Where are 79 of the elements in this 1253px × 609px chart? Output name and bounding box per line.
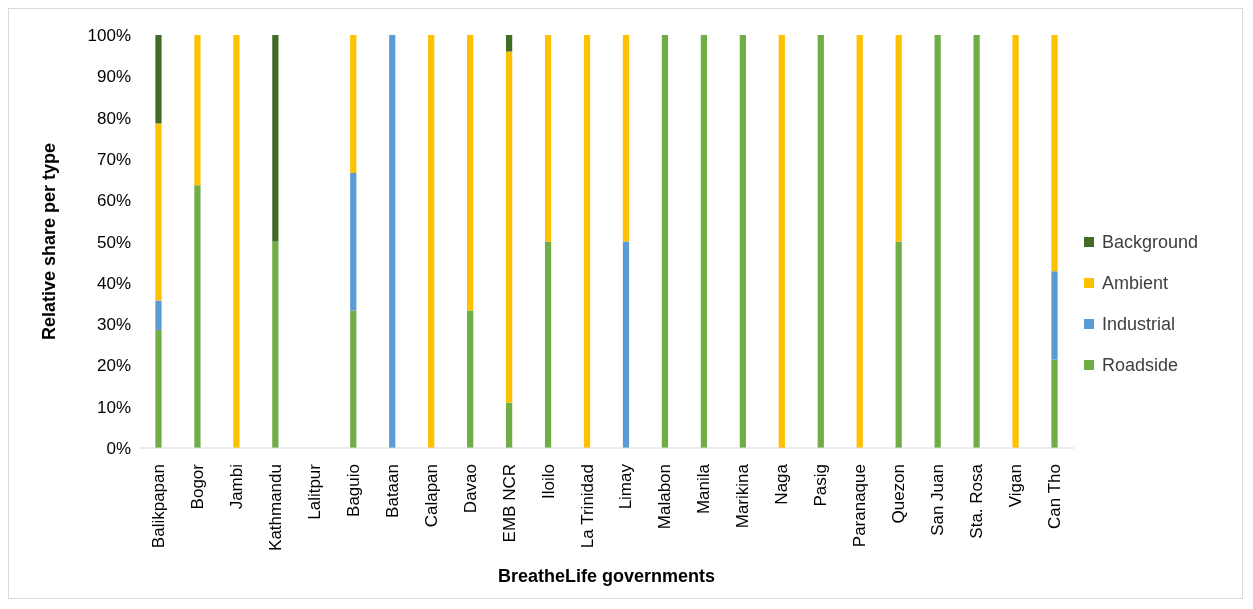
- x-tick-label: Marikina: [733, 463, 753, 529]
- bar: [1012, 35, 1019, 448]
- x-tick-label: Bataan: [382, 464, 402, 518]
- y-axis-title: Relative share per type: [39, 142, 60, 341]
- bar: [505, 35, 513, 52]
- bar: [544, 241, 552, 448]
- y-tick-label: 40%: [96, 273, 131, 293]
- bar: [467, 35, 474, 311]
- x-tick-label: Balikpapan: [148, 464, 168, 549]
- x-tick-label: Lalitpur: [304, 463, 324, 520]
- y-tick-label: 80%: [96, 108, 131, 128]
- legend-label: Ambient: [1102, 272, 1169, 294]
- x-tick-label: Pasig: [811, 464, 831, 507]
- bar: [739, 35, 746, 448]
- bar: [155, 300, 162, 330]
- y-tick-label: 50%: [96, 232, 131, 252]
- bar: [973, 35, 980, 448]
- x-tick-label: Kathmandu: [265, 464, 285, 551]
- bar: [622, 35, 630, 242]
- y-tick-label: 60%: [96, 191, 131, 211]
- bar: [700, 35, 708, 448]
- x-tick-label: Quezon: [889, 464, 909, 524]
- x-tick-label: Jambi: [226, 464, 246, 510]
- bar: [389, 35, 396, 448]
- bar: [350, 310, 357, 448]
- y-tick-label: 30%: [96, 315, 131, 335]
- x-tick-label: Limay: [616, 463, 636, 510]
- bar: [817, 35, 824, 448]
- bar: [934, 35, 941, 448]
- x-tick-label: Baguio: [343, 464, 363, 517]
- x-tick-label: Manila: [694, 463, 714, 515]
- y-tick-label: 10%: [96, 397, 131, 417]
- bar: [1051, 359, 1058, 448]
- bar: [350, 172, 357, 311]
- bar: [505, 402, 513, 448]
- bar: [155, 123, 162, 301]
- bar: [1051, 35, 1058, 272]
- x-tick-label: Sta. Rosa: [967, 463, 987, 539]
- y-tick-label: 0%: [106, 439, 131, 459]
- x-tick-label: Vigan: [1006, 464, 1026, 508]
- bar: [1051, 271, 1058, 360]
- x-tick-label: San Juan: [928, 464, 948, 536]
- x-tick-label: EMB NCR: [499, 464, 519, 543]
- bar: [155, 329, 162, 448]
- bar: [233, 35, 240, 448]
- bar: [622, 241, 630, 448]
- x-tick-label: Calapan: [421, 464, 441, 528]
- bar: [467, 310, 474, 448]
- bar: [350, 35, 357, 173]
- legend-label: Background: [1102, 231, 1199, 253]
- legend-label: Roadside: [1102, 354, 1179, 376]
- bar: [194, 35, 201, 186]
- x-tick-label: Davao: [460, 464, 480, 514]
- y-tick-label: 20%: [96, 356, 131, 376]
- y-tick-label: 70%: [96, 149, 131, 169]
- bar: [583, 35, 591, 448]
- x-tick-label: Iloilo: [538, 464, 558, 499]
- bar: [544, 35, 552, 242]
- x-tick-label: Bogor: [187, 463, 207, 510]
- bar: [194, 185, 201, 448]
- bar: [505, 51, 513, 403]
- x-tick-label: Naga: [772, 463, 792, 505]
- bar: [428, 35, 435, 448]
- x-tick-label: La Trinidad: [577, 464, 597, 549]
- bar: [155, 35, 162, 124]
- x-tick-label: Paranaque: [850, 464, 870, 548]
- x-tick-label: Can Tho: [1045, 464, 1065, 529]
- y-tick-label: 100%: [87, 26, 131, 46]
- bar: [778, 35, 785, 448]
- bar: [272, 35, 279, 242]
- bar: [272, 241, 279, 448]
- bar: [895, 35, 902, 242]
- bar: [856, 35, 863, 448]
- bar: [661, 35, 669, 448]
- x-axis-title: BreatheLife governments: [497, 566, 716, 586]
- y-tick-label: 90%: [96, 67, 131, 87]
- x-tick-label: Malabon: [655, 464, 675, 530]
- bar: [895, 241, 902, 448]
- legend-label: Industrial: [1102, 313, 1176, 335]
